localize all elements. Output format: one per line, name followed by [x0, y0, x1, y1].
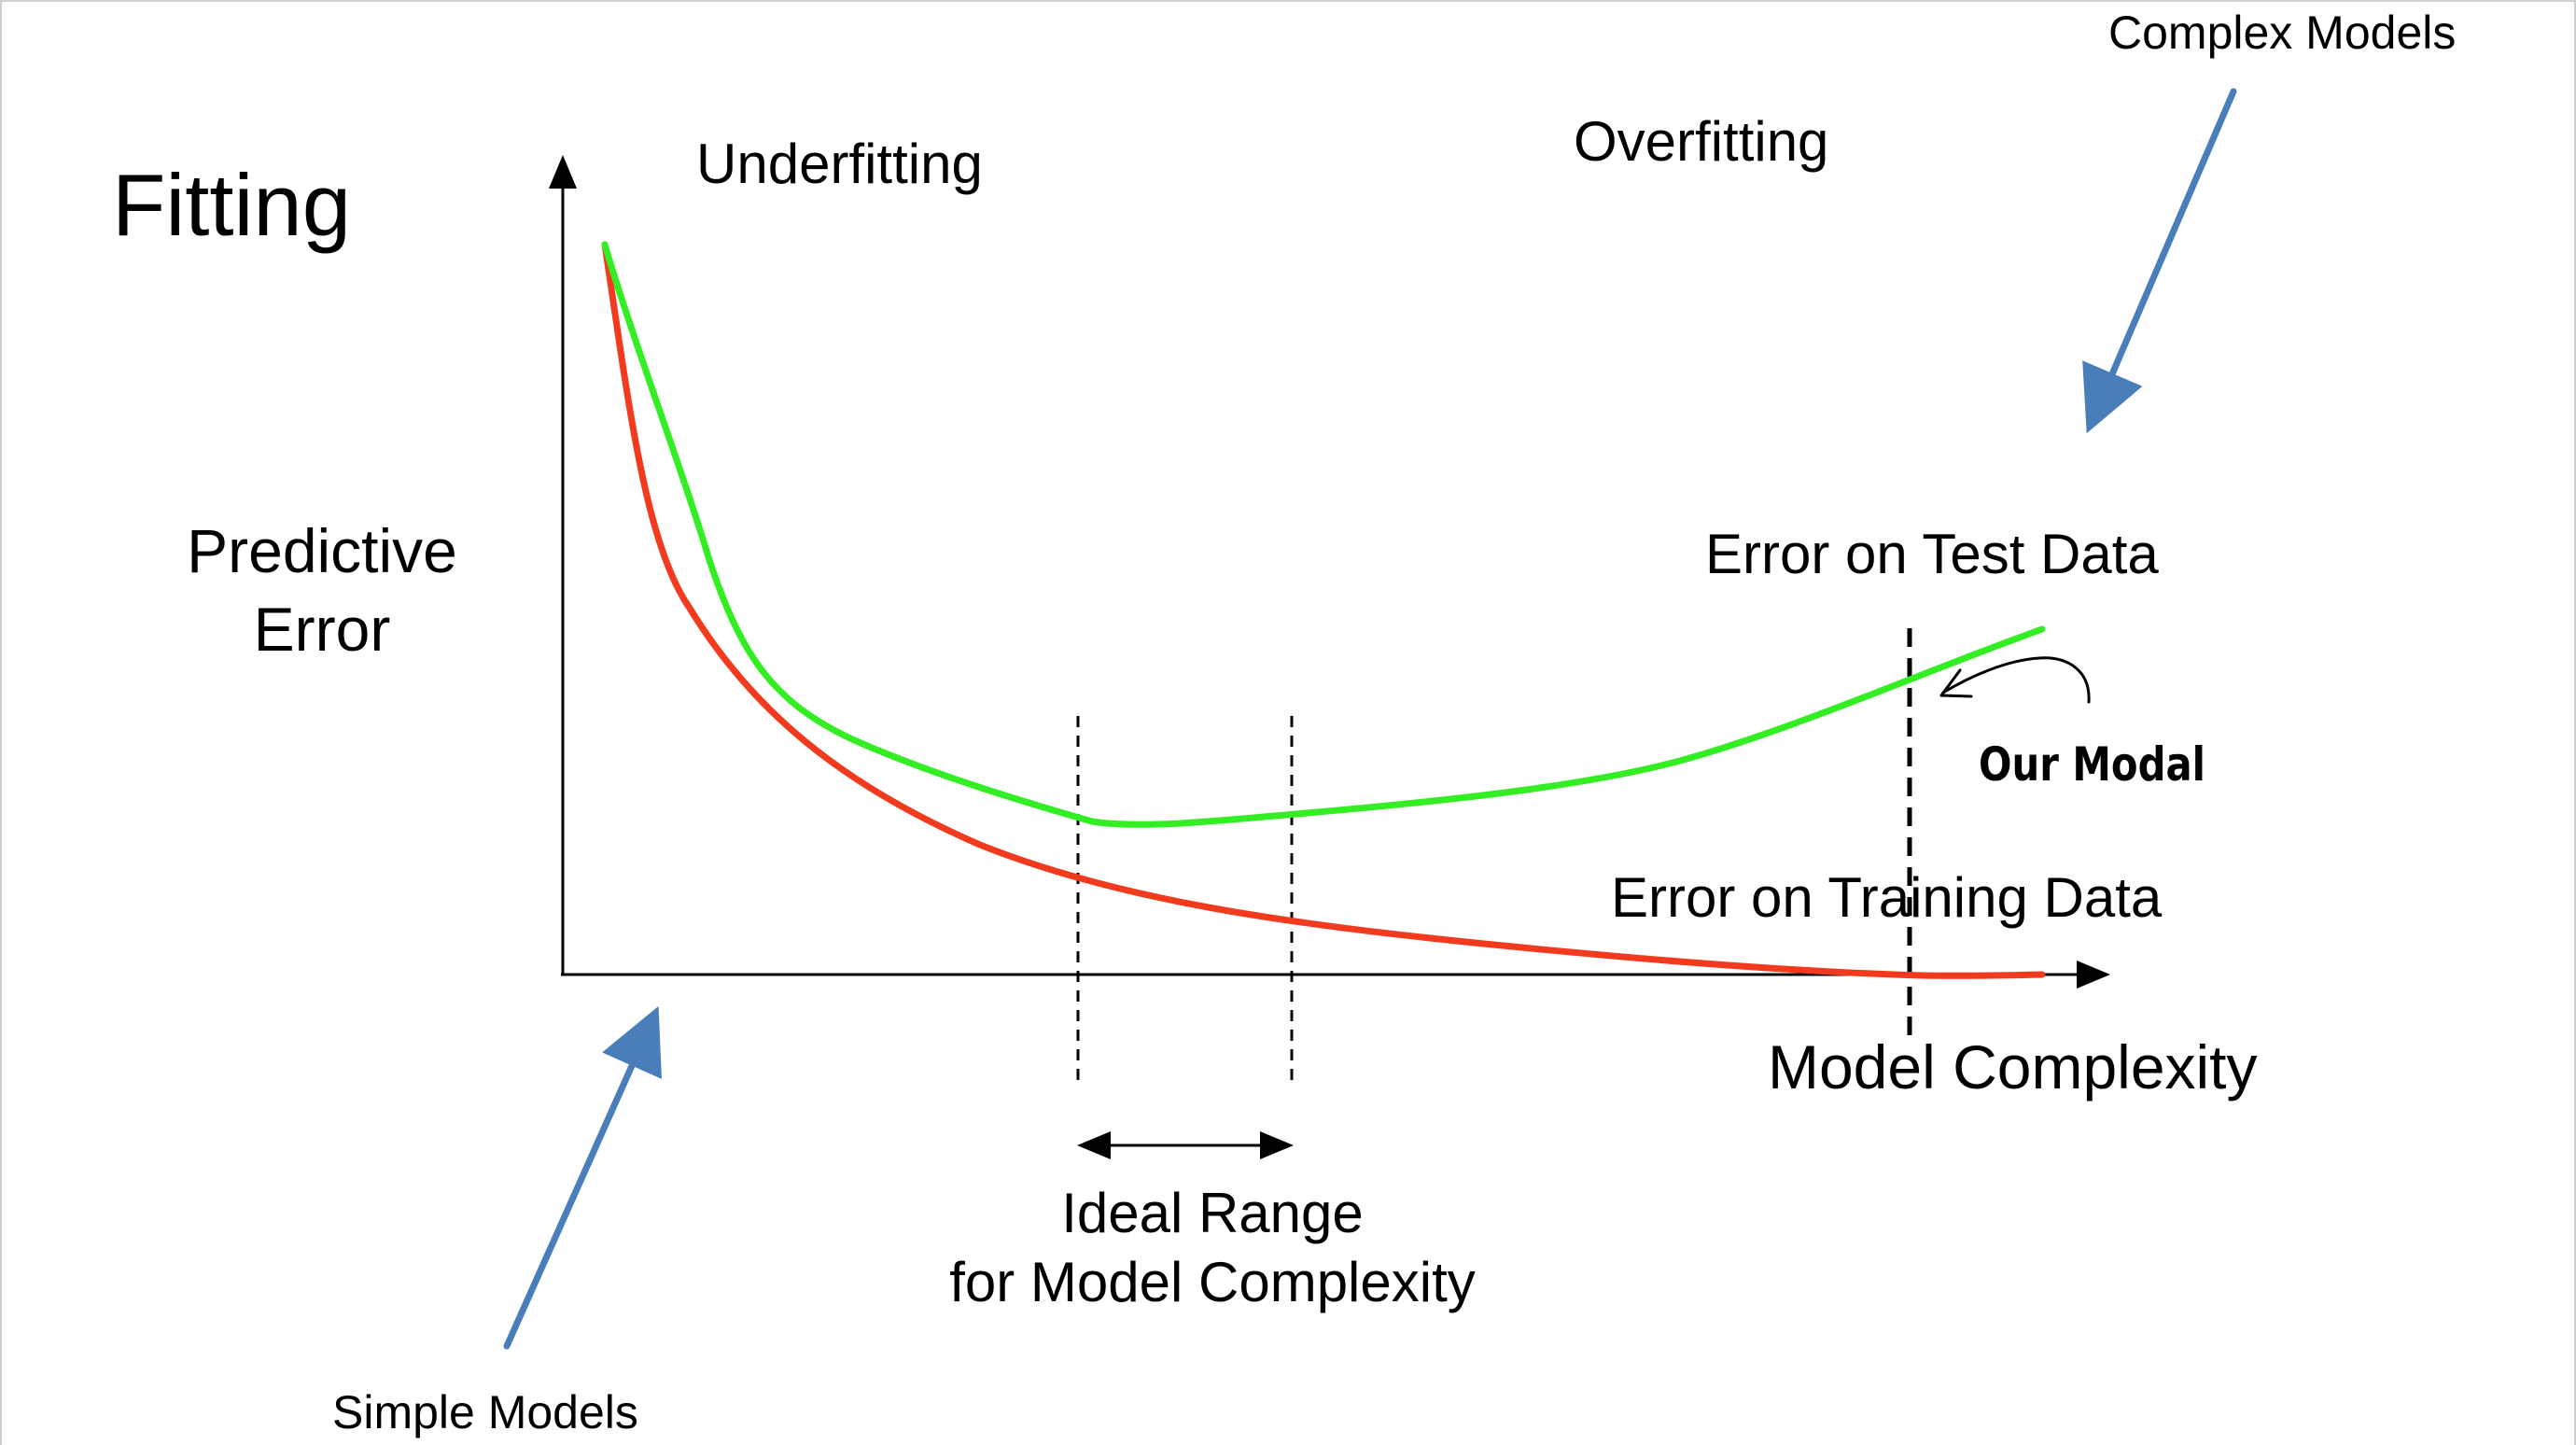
test-curve-label: Error on Test Data	[1705, 523, 2159, 585]
simple-models-label: Simple Models	[332, 1386, 638, 1438]
training-curve-label: Error on Training Data	[1611, 866, 2163, 929]
training-error-curve	[601, 241, 2046, 979]
complex-models-arrow	[2082, 88, 2237, 434]
simple-models-arrow	[503, 1005, 662, 1350]
our-model-hand-arrow	[1941, 656, 2091, 704]
underfitting-label: Underfitting	[696, 133, 983, 195]
complex-models-label: Complex Models	[2108, 7, 2456, 59]
our-model-hand-arrowhead	[1939, 668, 1973, 698]
test-error-curve	[601, 241, 2046, 828]
our-model-label: Our Modal	[1979, 737, 2205, 792]
overfitting-label: Overfitting	[1574, 110, 1828, 173]
slide-title: Fitting	[112, 156, 351, 254]
y-axis-label-line1: Predictive	[187, 516, 457, 585]
ideal-range-label-line2: for Model Complexity	[949, 1251, 1476, 1313]
x-axis-label: Model Complexity	[1768, 1032, 2258, 1101]
ideal-range-label-line1: Ideal Range	[1061, 1182, 1364, 1244]
y-axis-label-line2: Error	[254, 595, 391, 664]
